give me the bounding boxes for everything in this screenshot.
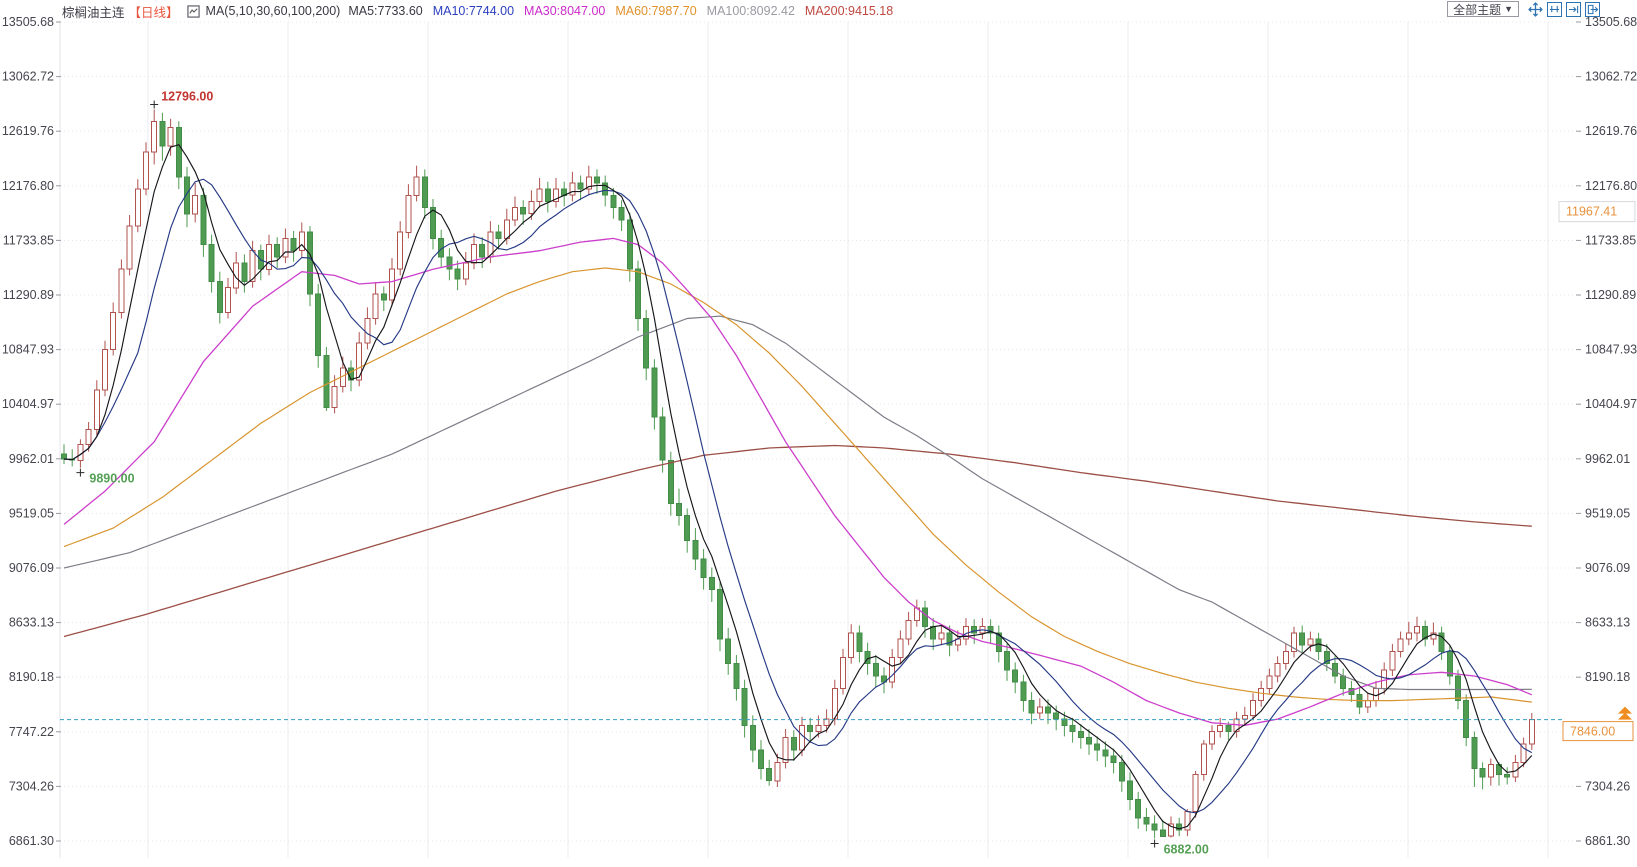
chevron-down-icon: ▼ [1504,4,1513,14]
reference-price-label: 11967.41 [1558,201,1636,223]
axis-tick-label: 6861.30 [1585,834,1630,848]
axis-tick-label: 13062.72 [2,70,54,84]
axis-tick-label: 8633.13 [9,616,54,630]
period-label: 【日线】 [128,5,179,20]
svg-text:7846.00: 7846.00 [1570,725,1615,739]
y-axis-left: 13505.68 13062.72 12619.76 12176.80 11733.85… [2,15,61,848]
axis-tick-label: 12619.76 [1585,124,1637,138]
low-annotation: 6882.00 [1164,842,1209,856]
axis-tick-label: 9962.01 [1585,452,1630,466]
ma200-line [63,444,1532,638]
symbol-title: 棕榈油主连 [62,5,125,20]
chart-header: 棕榈油主连 【日线】 MA(5,10,30,60,100,200) MA5:77… [62,2,903,20]
axis-tick-label: 7747.22 [9,725,54,739]
ma30-line [63,237,1533,726]
ma-legend-item: MA5:7733.60 [348,4,423,18]
axis-tick-label: 12619.76 [2,124,54,138]
axis-tick-label: 8633.13 [1585,616,1630,630]
ma-group-label: MA(5,10,30,60,100,200) [205,4,341,18]
axis-tick-label: 10847.93 [2,343,54,357]
axis-tick-label: 11733.85 [1585,233,1636,247]
ma100-line [63,315,1532,691]
ma-legend-item: MA200:9415.18 [804,4,894,18]
page-forward-icon[interactable] [1585,1,1600,17]
low-annotation: 9890.00 [89,472,134,486]
axis-tick-label: 7304.26 [1585,779,1630,793]
axis-tick-label: 9519.05 [9,506,54,520]
axis-tick-label: 13505.68 [2,15,54,29]
ma-legend-item: MA30:8047.00 [524,4,606,18]
axis-tick-label: 10404.97 [2,397,54,411]
axis-tick-label: 8190.18 [1585,670,1630,684]
axis-tick-label: 12176.80 [2,179,54,193]
ma10-line [63,178,1533,814]
ma5-line [63,144,1533,830]
axis-tick-label: 9519.05 [1585,506,1630,520]
chart-controls: 全部主题 ▼ [1447,1,1600,17]
annotations: 12796.00 9890.00 6882.00 [76,89,1209,856]
axis-tick-label: 9076.09 [9,561,54,575]
ma60-line [63,267,1532,703]
move-crosshair-icon[interactable] [1528,1,1543,17]
axis-tick-label: 9076.09 [1585,561,1630,575]
axis-tick-label: 11733.85 [3,233,54,247]
high-annotation: 12796.00 [161,89,213,103]
ma-legend-item: MA10:7744.00 [432,4,515,18]
price-up-arrow-icon [1618,706,1632,720]
axis-tick-label: 11290.89 [1585,288,1636,302]
axis-tick-label: 8190.18 [9,670,54,684]
axis-tick-label: 11290.89 [3,288,54,302]
last-price-label: 7846.00 [1562,706,1634,742]
ma-legend-item: MA60:7987.70 [615,4,697,18]
theme-dropdown-label: 全部主题 [1453,2,1502,17]
axis-tick-label: 13505.68 [1585,15,1637,29]
axis-tick-label: 9962.01 [9,452,54,466]
ma-legend-item: MA100:8092.42 [706,4,795,18]
axis-tick-label: 13062.72 [1585,70,1637,84]
ma-legend: MA5:7733.60 MA10:7744.00 MA30:8047.00 MA60:… [348,4,903,18]
svg-text:11967.41: 11967.41 [1566,205,1617,219]
axis-tick-label: 6861.30 [9,834,54,848]
axis-tick-label: 10404.97 [1585,397,1637,411]
candlestick-series[interactable] [61,109,1535,839]
theme-dropdown-button[interactable]: 全部主题 ▼ [1447,1,1519,17]
axis-tick-label: 7304.26 [9,779,54,793]
kline-icon [186,4,200,18]
shift-right-icon[interactable] [1566,1,1581,17]
axis-tick-label: 12176.80 [1585,179,1637,193]
range-select-icon[interactable] [1547,1,1562,17]
axis-tick-label: 10847.93 [1585,343,1637,357]
